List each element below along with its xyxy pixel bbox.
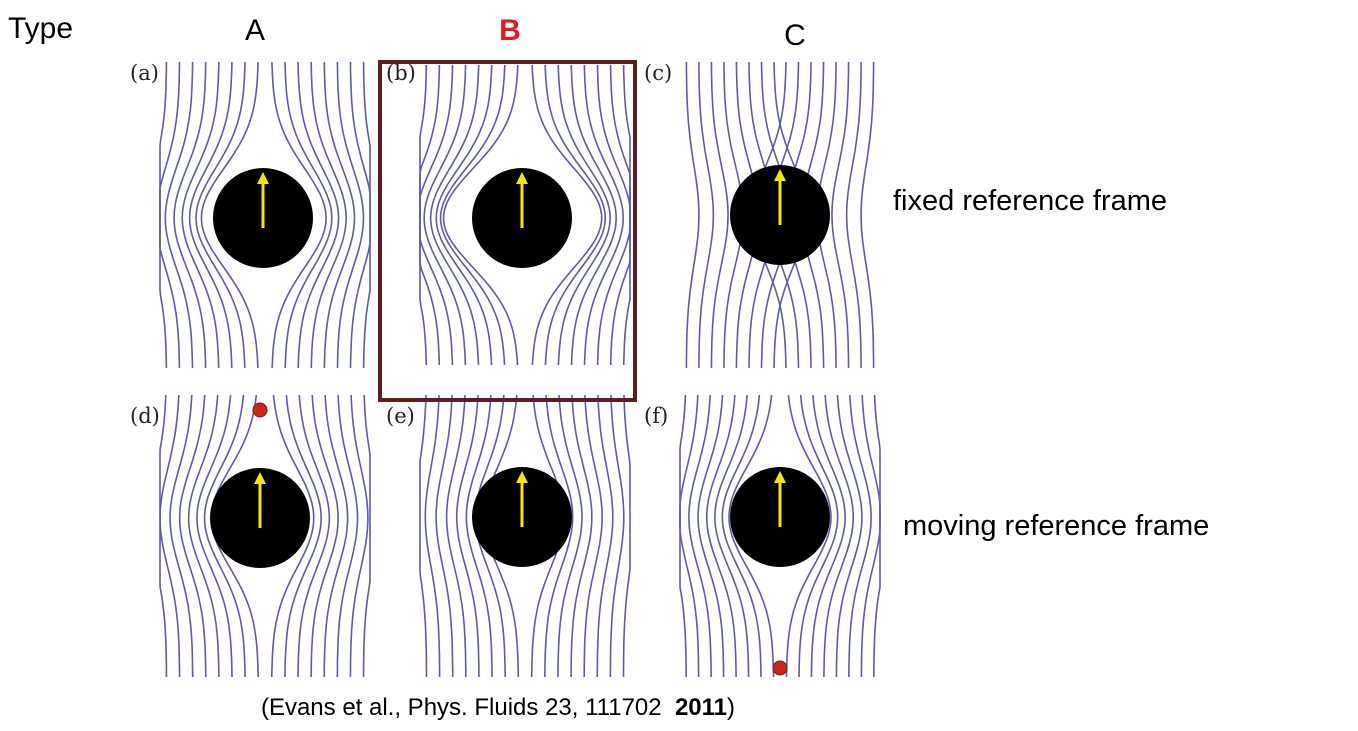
citation-text: ) xyxy=(727,694,735,721)
streamline xyxy=(624,65,630,365)
figure: Type A B C (a) (b) (c) (d) (e) (f) fixed… xyxy=(0,0,1358,731)
panel-label: (c) xyxy=(644,61,672,85)
streamline xyxy=(180,395,206,677)
column-label: C xyxy=(784,19,806,52)
row-label: moving reference frame xyxy=(903,510,1209,542)
streamline xyxy=(584,395,602,677)
streamline xyxy=(364,62,370,368)
streamline xyxy=(160,395,180,677)
streamline xyxy=(431,65,479,365)
citation: (Evans et al., Phys. Fluids 23, 111702 2… xyxy=(261,694,735,721)
column-label: B xyxy=(499,14,521,47)
streamline xyxy=(337,62,363,368)
panel-label: (d) xyxy=(130,404,160,428)
panel-label: (f) xyxy=(644,404,668,428)
streamline xyxy=(861,62,874,368)
streamline xyxy=(350,395,368,677)
streamline xyxy=(847,62,861,368)
streamline xyxy=(861,395,880,677)
streamline xyxy=(698,395,724,677)
streamline xyxy=(351,62,371,368)
column-label: A xyxy=(245,14,265,47)
streamline xyxy=(160,62,180,368)
panel-label: (a) xyxy=(130,61,159,85)
streamline xyxy=(420,65,426,365)
type-label: Type xyxy=(8,12,73,45)
streamlines xyxy=(160,62,880,677)
streamline xyxy=(699,62,713,368)
streamline xyxy=(584,65,623,365)
streamline xyxy=(311,62,346,368)
citation-text: (Evans et al., Phys. Fluids 23, 111702 xyxy=(261,694,675,721)
citation-year: 2011 xyxy=(675,694,727,721)
panel-label: (e) xyxy=(386,404,415,428)
panel-label: (b) xyxy=(386,61,416,85)
streamline xyxy=(165,62,192,368)
streamline xyxy=(836,395,862,677)
tracer-dot xyxy=(773,661,787,675)
tracer-dot xyxy=(253,403,267,417)
streamline xyxy=(680,395,699,677)
streamline xyxy=(447,395,466,677)
streamline xyxy=(311,395,338,677)
streamline xyxy=(624,395,631,677)
streamline xyxy=(686,62,699,368)
row-label: fixed reference frame xyxy=(893,185,1167,217)
